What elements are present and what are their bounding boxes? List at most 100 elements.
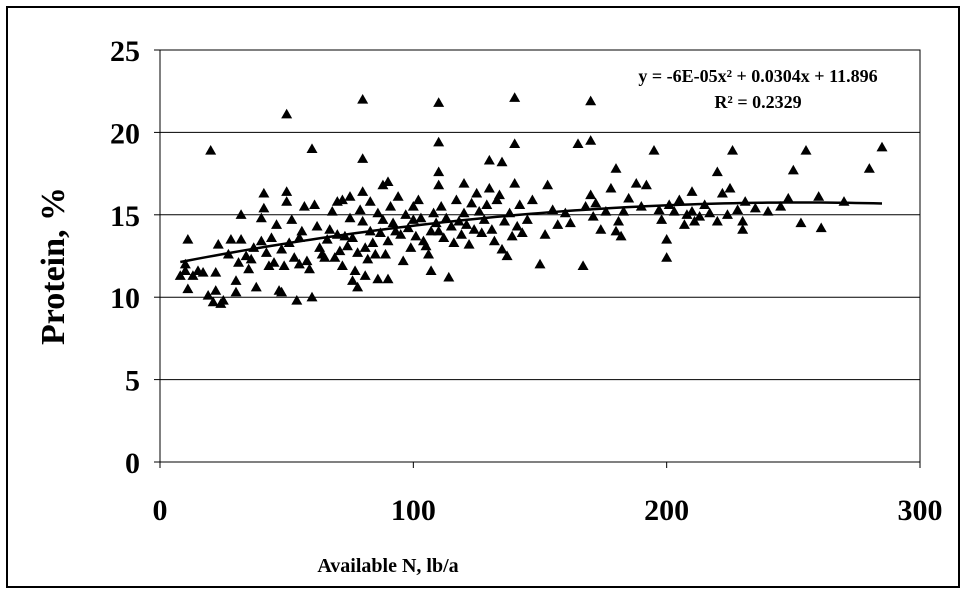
data-point (649, 145, 660, 155)
data-point (687, 186, 698, 196)
data-point (433, 166, 444, 176)
data-point (301, 255, 312, 265)
data-point (661, 252, 672, 262)
data-point (347, 275, 358, 285)
data-point (324, 224, 335, 234)
data-point (494, 190, 505, 200)
x-tick-label: 200 (644, 494, 689, 527)
data-point (464, 239, 475, 249)
data-point (486, 224, 497, 234)
data-point (243, 264, 254, 274)
data-point (210, 285, 221, 295)
data-point (291, 295, 302, 305)
data-point (585, 190, 596, 200)
data-point (372, 274, 383, 284)
data-point (694, 211, 705, 221)
data-point (380, 249, 391, 259)
data-point (345, 191, 356, 201)
data-point (299, 201, 310, 211)
data-point (360, 242, 371, 252)
data-point (839, 196, 850, 206)
data-point (182, 283, 193, 293)
x-tick-label: 0 (153, 494, 168, 527)
data-point (304, 264, 315, 274)
data-point (813, 191, 824, 201)
data-point (585, 135, 596, 145)
data-point (763, 206, 774, 216)
data-point (522, 214, 533, 224)
data-point (261, 247, 272, 257)
data-point (213, 239, 224, 249)
data-point (352, 247, 363, 257)
data-point (433, 180, 444, 190)
data-point (877, 142, 888, 152)
data-point (415, 213, 426, 223)
y-tick-label: 25 (110, 35, 140, 68)
data-point (433, 226, 444, 236)
axes (154, 50, 920, 468)
y-axis-title: Protein, % (35, 187, 72, 345)
data-point (816, 222, 827, 232)
data-point (367, 237, 378, 247)
data-point (400, 209, 411, 219)
data-point (258, 203, 269, 213)
data-point (231, 287, 242, 297)
y-tick-label: 10 (110, 282, 140, 315)
data-point (309, 199, 320, 209)
data-point (236, 234, 247, 244)
data-point (727, 145, 738, 155)
data-point (281, 109, 292, 119)
data-point (225, 234, 236, 244)
data-point (203, 290, 214, 300)
data-point (489, 236, 500, 246)
data-point (509, 92, 520, 102)
data-point (573, 138, 584, 148)
data-point (266, 232, 277, 242)
data-point (712, 166, 723, 176)
data-point (509, 138, 520, 148)
data-point (484, 183, 495, 193)
data-point (864, 163, 875, 173)
data-point (565, 218, 576, 228)
data-point (357, 94, 368, 104)
data-point (795, 218, 806, 228)
data-point (512, 221, 523, 231)
grid-lines (160, 50, 920, 380)
data-point (737, 224, 748, 234)
data-point (674, 194, 685, 204)
chart-frame: 0 5 10 15 20 25 0 100 200 300 y = -6E-05x² + 0.03… (6, 6, 960, 588)
data-point (459, 178, 470, 188)
data-point (256, 213, 267, 223)
data-point (605, 183, 616, 193)
data-point (717, 188, 728, 198)
data-point (360, 270, 371, 280)
data-point (385, 201, 396, 211)
data-point (433, 137, 444, 147)
data-point (307, 143, 318, 153)
data-point (588, 211, 599, 221)
data-point (497, 244, 508, 254)
data-point (459, 208, 470, 218)
data-point (286, 214, 297, 224)
data-point (641, 180, 652, 190)
data-point (722, 209, 733, 219)
data-point (355, 204, 366, 214)
data-point (312, 221, 323, 231)
data-point (370, 249, 381, 259)
data-point (256, 236, 267, 246)
data-point (383, 236, 394, 246)
data-point (210, 267, 221, 277)
y-tick-label: 5 (125, 365, 140, 398)
data-point (801, 145, 812, 155)
data-point (281, 186, 292, 196)
data-point (471, 188, 482, 198)
data-point (456, 229, 467, 239)
data-point (289, 252, 300, 262)
data-point (585, 96, 596, 106)
data-point (509, 178, 520, 188)
data-point (413, 194, 424, 204)
data-point (481, 199, 492, 209)
data-point (314, 242, 325, 252)
data-point (448, 237, 459, 247)
x-tick-label: 300 (898, 494, 943, 527)
